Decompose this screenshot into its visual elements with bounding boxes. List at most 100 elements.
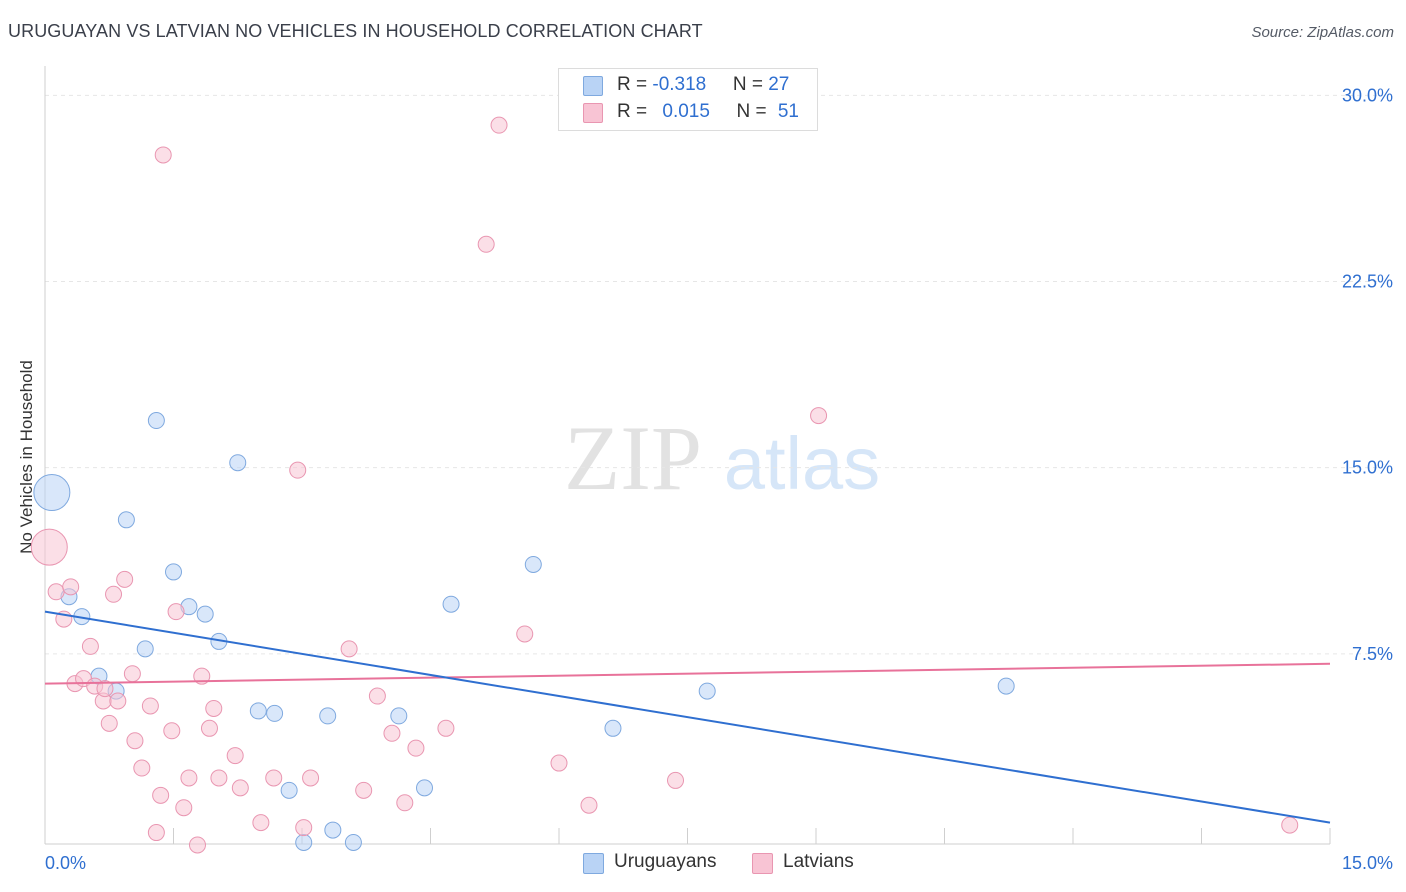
- latvians-point: [81, 637, 99, 655]
- legend-n-label: N =: [736, 101, 772, 122]
- latvians-points: [30, 116, 1299, 854]
- chart-title: URUGUAYAN VS LATVIAN NO VEHICLES IN HOUS…: [8, 21, 703, 41]
- legend-r-value: 0.015: [662, 101, 710, 122]
- uruguayans-point: [147, 412, 165, 430]
- latvians-point: [265, 769, 283, 787]
- uruguayans-point: [196, 605, 214, 623]
- uruguayans-point: [319, 707, 337, 725]
- latvians-point: [355, 781, 373, 799]
- uruguayans-trend-line: [44, 610, 1331, 824]
- latvians-point: [289, 461, 307, 479]
- trend-lines: [44, 610, 1331, 824]
- legend-r-label: R =: [617, 101, 653, 122]
- x-tick-label: 0.0%: [45, 853, 86, 873]
- latvians-point: [231, 779, 249, 797]
- latvians-point: [516, 625, 534, 643]
- latvians-point: [62, 578, 80, 596]
- uruguayans-point: [344, 833, 362, 851]
- uruguayans-point: [117, 511, 135, 529]
- watermark-atlas: atlas: [724, 422, 880, 505]
- y-tick-label: 30.0%: [1342, 85, 1393, 105]
- uruguayans-point: [136, 640, 154, 658]
- latvians-point: [47, 583, 65, 601]
- uruguayans-point: [280, 781, 298, 799]
- latvians-swatch: [583, 103, 603, 123]
- latvians-point: [667, 771, 685, 789]
- latvians-point: [383, 724, 401, 742]
- legend-r-label: R =: [617, 74, 653, 95]
- legend-n-value: 51: [777, 101, 799, 122]
- latvians-point: [116, 570, 134, 588]
- latvians-point: [1281, 816, 1299, 834]
- latvians-point: [490, 116, 508, 134]
- uruguayans-point: [295, 833, 313, 851]
- uruguayans-legend-label: Uruguayans: [614, 851, 717, 872]
- latvians-point: [407, 739, 425, 757]
- latvians-point: [437, 719, 455, 737]
- latvians-point: [100, 714, 118, 732]
- latvians-point: [175, 799, 193, 817]
- uruguayans-point: [249, 702, 267, 720]
- latvians-point: [302, 769, 320, 787]
- uruguayans-point: [416, 779, 434, 797]
- uruguayans-point: [390, 707, 408, 725]
- y-tick-label: 22.5%: [1342, 272, 1393, 292]
- latvians-point: [180, 769, 198, 787]
- uruguayans-swatch: [583, 76, 603, 96]
- legend-n-value: 27: [768, 74, 790, 95]
- latvians-point: [295, 819, 313, 837]
- latvians-point: [96, 680, 114, 698]
- latvians-point: [163, 722, 181, 740]
- latvians-point: [210, 769, 228, 787]
- source-note: Source: ZipAtlas.com: [1251, 24, 1394, 41]
- uruguayans-point: [524, 555, 542, 573]
- latvians-point: [200, 719, 218, 737]
- latvians-point: [810, 407, 828, 425]
- latvians-point: [105, 585, 123, 603]
- gridlines: [45, 94, 1380, 655]
- correlation-legend: R = -0.318 N = 27 R = 0.015 N = 51: [558, 68, 818, 131]
- latvians-point: [368, 687, 386, 705]
- y-tick-label: 15.0%: [1342, 458, 1393, 478]
- uruguayans-point: [324, 821, 342, 839]
- latvians-point: [30, 528, 68, 566]
- latvians-legend-label: Latvians: [783, 851, 854, 872]
- latvians-point: [340, 640, 358, 658]
- latvians-point: [396, 794, 414, 812]
- latvians-point: [154, 146, 172, 164]
- latvians-point: [126, 732, 144, 750]
- latvians-point: [141, 697, 159, 715]
- x-tick-label: 15.0%: [1342, 853, 1393, 873]
- tick-labels: 7.5% 15.0% 22.5% 30.0% 0.0% 15.0%: [45, 85, 1393, 873]
- latvians-point: [252, 814, 270, 832]
- watermark: ZIP atlas: [564, 407, 880, 509]
- latvians-point: [133, 759, 151, 777]
- axes: [44, 66, 1331, 845]
- y-tick-label: 7.5%: [1352, 644, 1393, 664]
- uruguayans-point: [442, 595, 460, 613]
- uruguayans-point: [229, 454, 247, 472]
- legend-r-value: -0.318: [652, 74, 707, 95]
- uruguayans-point: [33, 474, 71, 512]
- latvians-point: [109, 692, 127, 710]
- watermark-zip: ZIP: [564, 407, 702, 509]
- latvians-trend-line: [44, 662, 1331, 685]
- latvians-point: [147, 824, 165, 842]
- latvians-point: [188, 836, 206, 854]
- legend-n-label: N =: [732, 74, 769, 95]
- latvians-point: [167, 603, 185, 621]
- latvians-point: [152, 786, 170, 804]
- latvians-point: [477, 235, 495, 253]
- uruguayans-point: [266, 704, 284, 722]
- uruguayans-point: [165, 563, 182, 581]
- latvians-point: [550, 754, 568, 772]
- latvians-point: [580, 796, 598, 814]
- uruguayans-point: [604, 719, 622, 737]
- uruguayans-point: [698, 682, 716, 700]
- uruguayans-legend-swatch: [583, 853, 604, 874]
- latvians-legend-swatch: [752, 853, 773, 874]
- uruguayans-point: [997, 677, 1015, 695]
- latvians-point: [205, 699, 223, 717]
- latvians-point: [226, 747, 244, 765]
